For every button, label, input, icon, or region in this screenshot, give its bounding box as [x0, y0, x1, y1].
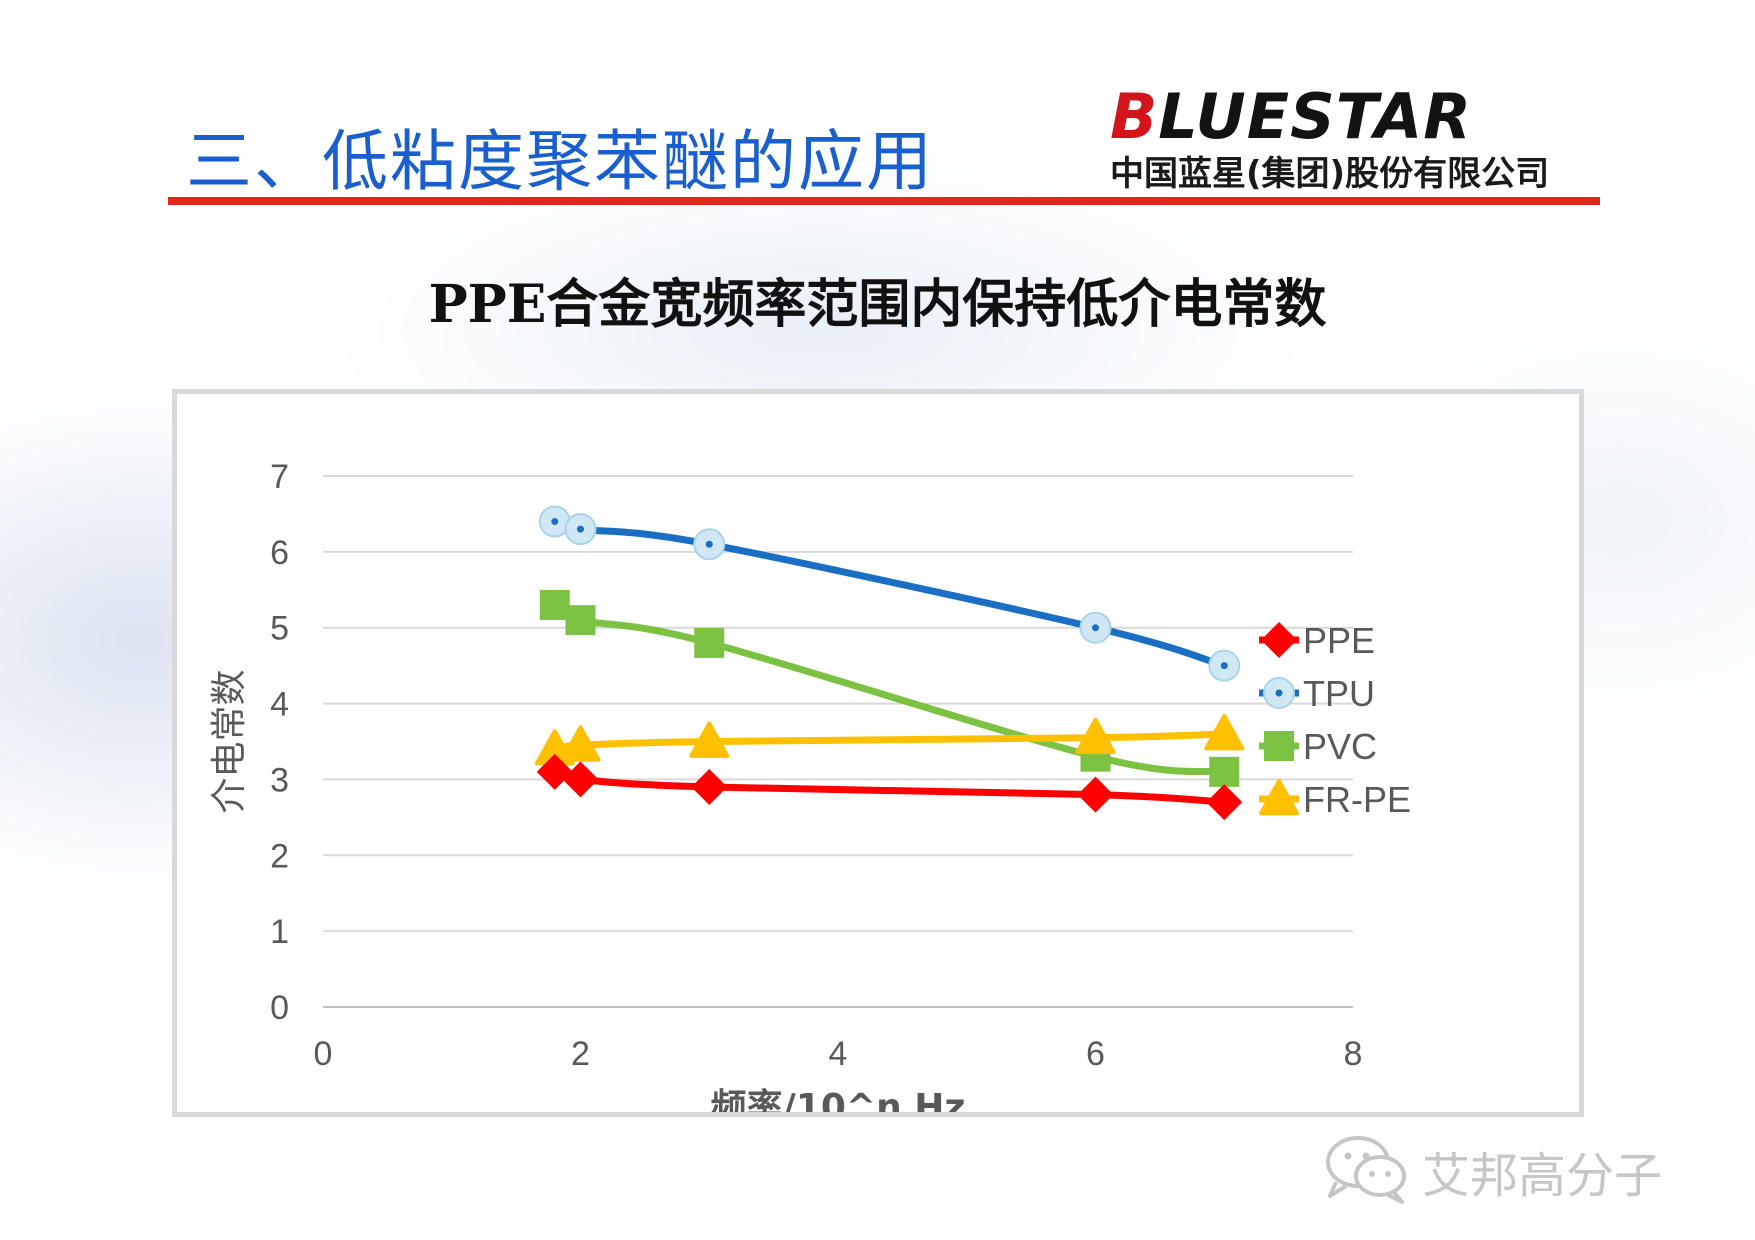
legend-label-tpu: TPU — [1303, 673, 1375, 714]
logo-company-name: 中国蓝星(集团)股份有限公司 — [1110, 154, 1550, 194]
bluestar-logo: BLUESTAR 中国蓝星(集团)股份有限公司 — [1110, 84, 1610, 195]
data-point-pvc — [1209, 756, 1240, 787]
dielectric-chart: 0 1 2 3 4 5 6 7 0 2 4 6 8 频率/10^n Hz 介电常数 PPE TPU PVC FR-P… — [209, 458, 1411, 1112]
legend-marker-fr-pe — [1259, 779, 1299, 816]
data-point-pvc — [539, 589, 570, 620]
series-line-ppe — [551, 768, 1228, 806]
y-tick-label: 3 — [270, 761, 289, 799]
y-tick-label: 1 — [270, 913, 289, 951]
series-line-fr-pe — [551, 730, 1228, 753]
data-point-ppe — [536, 753, 573, 790]
legend-label-pvc: PVC — [1303, 726, 1377, 767]
data-point-pvc — [565, 605, 596, 636]
data-point-ppe — [691, 769, 728, 806]
logo-wordmark-rest: LUESTAR — [1158, 80, 1472, 153]
data-point-tpu-center — [577, 525, 584, 533]
data-point-ppe — [1077, 776, 1114, 813]
y-tick-label: 6 — [270, 534, 289, 572]
y-tick-label: 2 — [270, 837, 289, 875]
logo-wordmark: BLUESTAR — [1110, 84, 1472, 150]
chart-title: PPE合金宽频率范围内保持低介电常数 — [428, 274, 1327, 335]
x-tick-label: 8 — [1344, 1035, 1363, 1073]
slide-title: 三、低粘度聚苯醚的应用 — [186, 123, 934, 200]
data-point-fr-pe — [689, 721, 730, 758]
data-point-ppe — [1206, 784, 1243, 821]
x-axis-title: 频率/10^n Hz — [711, 1087, 966, 1112]
legend-marker-ppe — [1261, 622, 1297, 658]
data-point-fr-pe — [1075, 717, 1116, 755]
chart-frame: 0 1 2 3 4 5 6 7 0 2 4 6 8 频率/10^n Hz 介电常数 PPE TPU PVC FR-P… — [172, 389, 1584, 1117]
legend-label-fr-pe: FR-PE — [1303, 779, 1411, 820]
data-point-fr-pe — [560, 725, 601, 762]
y-tick-label: 5 — [270, 610, 289, 648]
data-point-tpu-center — [551, 518, 559, 526]
x-tick-label: 6 — [1086, 1035, 1105, 1073]
data-point-tpu-center — [1220, 662, 1228, 670]
legend-marker-tpu-center — [1275, 689, 1283, 697]
data-point-fr-pe — [1204, 713, 1245, 751]
data-point-tpu-center — [1092, 624, 1099, 632]
y-tick-label: 4 — [270, 686, 289, 724]
title-divider — [168, 197, 1600, 205]
legend-label-ppe: PPE — [1303, 620, 1375, 661]
data-point-pvc — [694, 627, 725, 658]
x-tick-label: 4 — [829, 1035, 848, 1073]
logo-wordmark-initial: B — [1110, 80, 1159, 153]
wechat-icon — [1326, 1136, 1406, 1204]
y-tick-label: 0 — [270, 989, 289, 1027]
data-point-ppe — [562, 761, 599, 798]
series-line-pvc — [551, 601, 1228, 776]
data-point-tpu-center — [705, 540, 713, 548]
watermark-text: 艾邦高分子 — [1422, 1148, 1663, 1204]
watermark: 艾邦高分子 — [1322, 1128, 1742, 1208]
x-tick-label: 2 — [571, 1035, 590, 1073]
series-line-tpu — [551, 518, 1228, 670]
y-tick-label: 7 — [270, 458, 289, 496]
x-tick-label: 0 — [314, 1035, 333, 1073]
legend-marker-pvc — [1264, 731, 1294, 761]
y-axis-title: 介电常数 — [209, 669, 250, 813]
